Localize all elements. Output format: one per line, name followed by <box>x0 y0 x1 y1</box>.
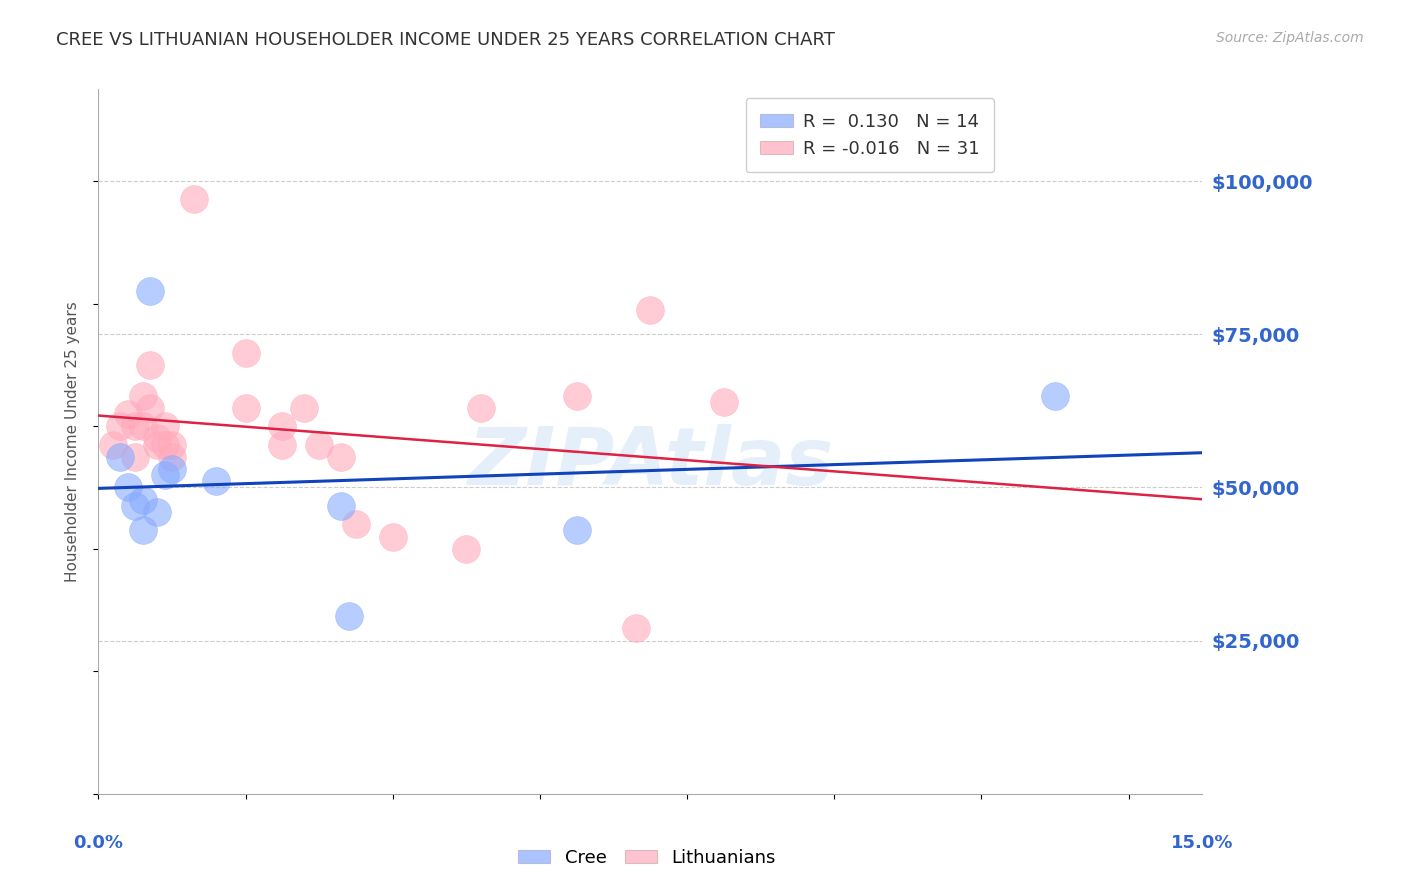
Point <box>235 345 257 359</box>
Point <box>565 524 588 538</box>
Point <box>139 358 162 372</box>
Point <box>160 437 183 451</box>
Point <box>146 505 169 519</box>
Point <box>1043 388 1066 402</box>
Point <box>337 609 360 624</box>
Point <box>153 419 176 434</box>
Point <box>153 468 176 483</box>
Point <box>146 437 169 451</box>
Text: Source: ZipAtlas.com: Source: ZipAtlas.com <box>1216 31 1364 45</box>
Point <box>124 499 146 513</box>
Point <box>153 437 176 451</box>
Text: CREE VS LITHUANIAN HOUSEHOLDER INCOME UNDER 25 YEARS CORRELATION CHART: CREE VS LITHUANIAN HOUSEHOLDER INCOME UN… <box>56 31 835 49</box>
Text: 15.0%: 15.0% <box>1171 834 1233 852</box>
Point <box>139 401 162 415</box>
Point <box>124 419 146 434</box>
Point <box>101 437 124 451</box>
Point <box>131 388 153 402</box>
Point <box>146 432 169 446</box>
Point <box>294 401 316 415</box>
Point <box>271 419 294 434</box>
Point <box>271 437 294 451</box>
Point <box>110 450 132 464</box>
Text: ZIPAtlas: ZIPAtlas <box>467 424 834 501</box>
Point <box>110 419 132 434</box>
Point <box>131 492 153 507</box>
Point <box>131 419 153 434</box>
Point <box>308 437 330 451</box>
Point <box>160 450 183 464</box>
Point <box>205 475 228 489</box>
Y-axis label: Householder Income Under 25 years: Householder Income Under 25 years <box>65 301 80 582</box>
Legend: R =  0.130   N = 14, R = -0.016   N = 31: R = 0.130 N = 14, R = -0.016 N = 31 <box>745 98 994 172</box>
Point <box>117 481 139 495</box>
Point <box>235 401 257 415</box>
Point <box>131 524 153 538</box>
Point <box>183 193 205 207</box>
Point <box>470 401 492 415</box>
Point <box>381 529 404 543</box>
Point <box>624 622 647 636</box>
Point <box>124 450 146 464</box>
Point <box>638 302 661 317</box>
Point <box>117 407 139 421</box>
Point <box>330 450 353 464</box>
Point <box>160 462 183 476</box>
Point <box>456 541 478 556</box>
Point <box>713 394 735 409</box>
Point <box>344 517 367 532</box>
Point <box>330 499 353 513</box>
Text: 0.0%: 0.0% <box>73 834 124 852</box>
Point <box>565 388 588 402</box>
Legend: Cree, Lithuanians: Cree, Lithuanians <box>510 842 783 874</box>
Point <box>139 285 162 299</box>
